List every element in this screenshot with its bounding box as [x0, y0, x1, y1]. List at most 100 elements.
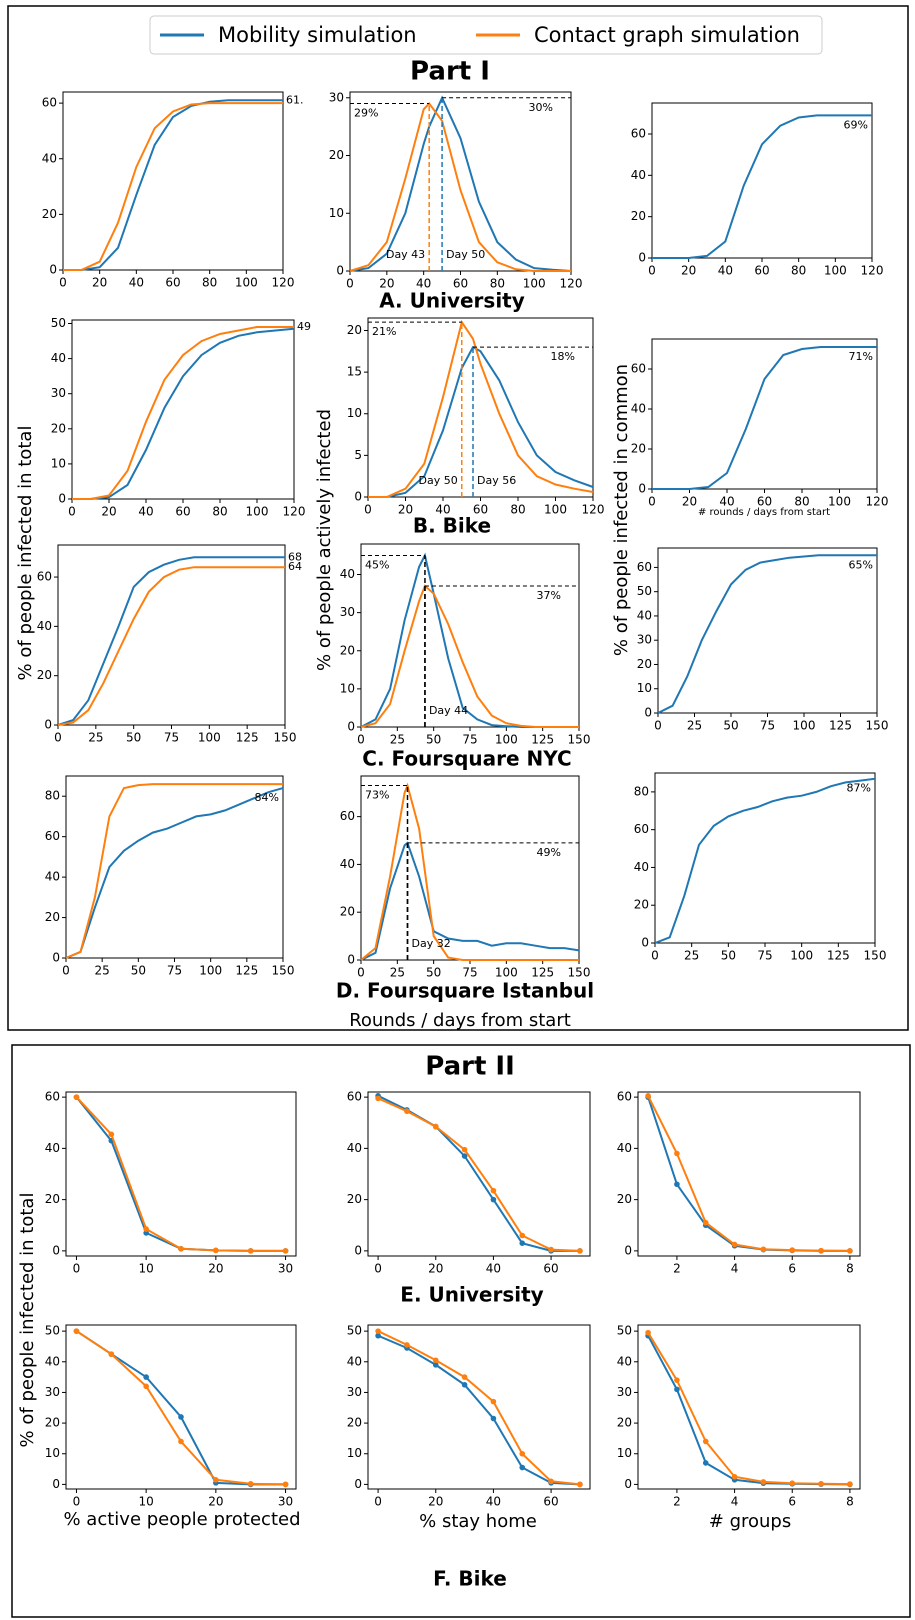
y-tick-label: 30 — [617, 1385, 632, 1399]
x-tick-label: 150 — [864, 949, 887, 963]
x-tick-label: 40 — [486, 1262, 501, 1276]
x-tick-label: 100 — [793, 719, 816, 733]
data-point — [731, 1473, 738, 1480]
x-tick-label: 125 — [827, 949, 850, 963]
data-point — [818, 1247, 824, 1254]
data-point — [702, 1219, 709, 1226]
y-tick-label: 50 — [347, 1324, 362, 1338]
x-tick-label: 50 — [426, 733, 441, 747]
data-point — [760, 1479, 767, 1485]
series-line — [65, 783, 283, 959]
peak-value-label: 49% — [537, 846, 561, 859]
data-point — [143, 1226, 149, 1232]
y-tick-label: 0 — [58, 492, 66, 506]
x-tick-label: 100 — [246, 505, 269, 519]
data-point — [461, 1153, 468, 1159]
series-line — [75, 1330, 286, 1486]
y-axis-label: % of people infected in total — [17, 1193, 38, 1448]
data-point — [461, 1381, 468, 1388]
peak-value-label: 30% — [529, 101, 553, 114]
y-tick-label: 20 — [634, 898, 649, 912]
x-tick-label: 50 — [721, 949, 736, 963]
x-tick-label: 100 — [824, 264, 847, 278]
end-label: 84% — [255, 791, 279, 804]
y-tick-label: 40 — [340, 857, 355, 871]
data-point — [519, 1240, 526, 1246]
y-tick-label: 0 — [354, 1477, 362, 1491]
y-tick-label: 0 — [347, 720, 355, 734]
series-line — [657, 554, 877, 714]
y-tick-label: 60 — [637, 560, 652, 574]
y-tick-label: 30 — [51, 386, 66, 400]
x-tick-label: 40 — [718, 264, 733, 278]
x-tick-label: 150 — [866, 719, 889, 733]
x-tick-label: 30 — [278, 1495, 293, 1509]
data-point — [490, 1415, 497, 1422]
y-tick-label: 40 — [347, 1141, 362, 1155]
x-tick-label: 150 — [272, 964, 295, 978]
peak-day-label: Day 50 — [419, 474, 458, 487]
y-tick-label: 40 — [631, 168, 646, 182]
x-tick-label: 0 — [59, 276, 67, 290]
data-point — [178, 1438, 184, 1445]
series-line — [377, 1094, 580, 1252]
end-label: 68 — [288, 550, 302, 563]
data-point — [490, 1187, 497, 1194]
plot-frame — [65, 775, 284, 959]
data-point — [548, 1246, 554, 1253]
x-tick-label: 80 — [510, 503, 525, 517]
plot-frame — [349, 91, 572, 272]
end-label: 49 — [297, 320, 311, 333]
data-point — [73, 1094, 80, 1100]
y-tick-label: 30 — [637, 633, 652, 647]
peak-value-label: 29% — [354, 107, 378, 120]
x-tick-label: 8 — [846, 1262, 854, 1276]
data-point — [847, 1481, 853, 1487]
series-line — [72, 327, 295, 500]
x-tick-label: 120 — [582, 503, 605, 517]
x-tick-label: 25 — [88, 731, 103, 745]
x-tick-label: 0 — [374, 1262, 382, 1276]
x-tick-label: 75 — [164, 731, 179, 745]
y-tick-label: 40 — [617, 1354, 632, 1368]
data-point — [519, 1450, 526, 1457]
data-point — [73, 1328, 80, 1334]
y-tick-label: 50 — [637, 584, 652, 598]
end-label: 61. — [286, 93, 304, 106]
x-tick-label: 20 — [208, 1262, 223, 1276]
x-tick-label: 0 — [68, 505, 76, 519]
data-point — [702, 1438, 709, 1445]
data-point — [645, 1093, 651, 1099]
data-point — [213, 1477, 219, 1483]
x-tick-label: 80 — [794, 495, 809, 509]
series-line — [65, 787, 284, 959]
x-tick-label: 40 — [416, 277, 431, 291]
y-tick-label: 15 — [347, 365, 362, 379]
x-tick-label: 60 — [473, 503, 488, 517]
plot-frame — [651, 338, 878, 490]
data-point — [375, 1095, 381, 1102]
data-point — [789, 1247, 796, 1253]
data-point — [490, 1196, 497, 1203]
series-line — [63, 102, 283, 271]
y-tick-label: 10 — [329, 206, 344, 220]
data-point — [282, 1248, 289, 1254]
x-axis-label: Rounds / days from start — [349, 1010, 571, 1031]
x-tick-label: 20 — [681, 264, 696, 278]
x-axis-label: % stay home — [419, 1511, 537, 1532]
y-tick-label: 60 — [634, 822, 649, 836]
series-line — [377, 1334, 580, 1486]
data-point — [247, 1248, 254, 1254]
x-tick-label: 100 — [495, 966, 518, 980]
x-tick-label: 75 — [760, 719, 775, 733]
x-tick-label: 120 — [283, 505, 306, 519]
y-tick-label: 20 — [637, 657, 652, 671]
plot-frame — [65, 1091, 297, 1257]
y-tick-label: 10 — [637, 681, 652, 695]
x-tick-label: 50 — [426, 966, 441, 980]
x-axis-label: % active people protected — [63, 1509, 300, 1530]
y-tick-label: 20 — [631, 442, 646, 456]
y-tick-label: 10 — [347, 1446, 362, 1460]
y-tick-label: 20 — [347, 323, 362, 337]
